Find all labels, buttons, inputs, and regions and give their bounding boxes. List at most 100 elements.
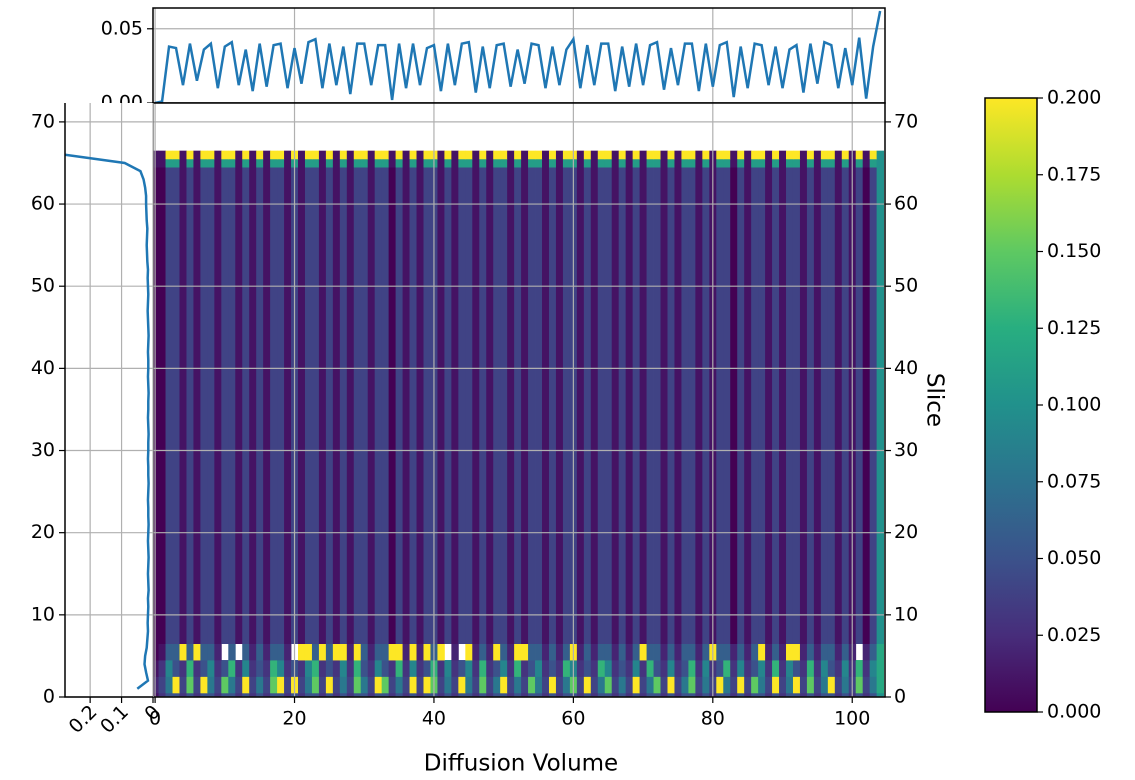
heatmap-cell xyxy=(500,150,508,160)
heatmap-cell xyxy=(786,167,794,644)
main-axes: 0 20 40 60 80 100 0 10 20 30 40 50 60 70 Diffusion Vol… xyxy=(149,102,948,777)
heatmap-cell xyxy=(325,643,334,661)
y2-tick-label: 0 xyxy=(894,686,906,708)
heatmap-cell xyxy=(730,692,738,697)
heatmap-cell xyxy=(876,676,885,694)
heatmap-cell xyxy=(779,660,787,677)
heatmap-cell xyxy=(869,158,878,168)
heatmap-cell xyxy=(228,158,236,168)
heatmap-cell xyxy=(639,676,647,694)
heatmap-cell xyxy=(298,676,306,694)
heatmap-cell xyxy=(367,692,376,697)
heatmap-cell xyxy=(270,692,278,697)
heatmap-cell xyxy=(395,660,403,677)
colorbar-tick-label: 0.075 xyxy=(1047,470,1101,492)
colorbar: 0.000 0.025 0.050 0.075 0.100 0.125 0.150 0.175… xyxy=(984,87,1101,723)
heatmap-cell xyxy=(249,167,257,644)
heatmap-cell xyxy=(458,660,466,677)
heatmap-cell xyxy=(263,676,271,694)
heatmap-cell xyxy=(500,692,508,697)
heatmap-cell xyxy=(304,150,313,160)
heatmap-cell xyxy=(304,167,313,644)
left-line xyxy=(65,153,150,690)
heatmap-cell xyxy=(583,167,592,644)
heatmap-cell xyxy=(779,158,787,168)
heatmap-cell xyxy=(311,150,320,160)
heatmap-cell xyxy=(813,643,822,661)
heatmap-cell xyxy=(270,643,278,661)
heatmap-cell xyxy=(702,167,710,644)
heatmap-cell xyxy=(583,150,592,160)
heatmap-cell xyxy=(451,643,459,661)
heatmap-cell xyxy=(514,692,522,697)
heatmap-cell xyxy=(604,643,613,661)
heatmap-cell xyxy=(535,167,543,644)
heatmap-cell xyxy=(869,167,878,644)
heatmap-cell xyxy=(792,167,801,644)
heatmap-cell xyxy=(841,676,850,694)
heatmap-cell xyxy=(479,158,487,168)
heatmap-cell xyxy=(346,150,355,160)
heatmap-cell xyxy=(792,158,801,168)
left-axes: 0.20.1 0 0 10 20 30 40 50 60 70 xyxy=(31,103,164,738)
y-tick-label: 40 xyxy=(31,357,55,379)
heatmap-cell xyxy=(458,676,466,694)
heatmap-cell xyxy=(193,692,201,697)
heatmap-cell xyxy=(270,150,278,160)
heatmap-cell xyxy=(751,676,759,694)
heatmap-cell xyxy=(667,676,675,694)
heatmap-cell xyxy=(353,660,362,677)
heatmap-cell xyxy=(653,692,661,697)
heatmap-cell xyxy=(660,692,668,697)
heatmap-cell xyxy=(841,643,850,661)
heatmap-cell xyxy=(186,643,194,661)
heatmap-cell xyxy=(318,692,327,697)
heatmap-cell xyxy=(284,643,292,661)
heatmap-cell xyxy=(827,158,836,168)
heatmap-cell xyxy=(806,676,815,694)
heatmap-cell xyxy=(590,660,599,677)
heatmap-cell xyxy=(353,692,362,697)
heatmap-cell xyxy=(493,167,501,644)
heatmap-cell xyxy=(772,643,780,661)
heatmap-cell xyxy=(339,158,348,168)
heatmap-cell xyxy=(409,643,417,661)
heatmap-cell xyxy=(311,660,320,677)
heatmap-cell xyxy=(263,660,271,677)
heatmap-cell xyxy=(660,643,668,661)
heatmap-cell xyxy=(465,660,473,677)
heatmap-cell xyxy=(318,643,327,661)
heatmap-cell xyxy=(437,660,445,677)
heatmap-cell xyxy=(716,692,724,697)
heatmap-cell xyxy=(521,150,529,160)
heatmap-cell xyxy=(542,167,550,644)
heatmap-cell xyxy=(221,676,229,694)
heatmap-cell xyxy=(674,643,682,661)
heatmap-cell xyxy=(723,660,731,677)
heatmap-cell xyxy=(653,643,661,661)
heatmap-cell xyxy=(583,643,592,661)
heatmap-cell xyxy=(862,167,871,644)
heatmap-cell xyxy=(374,660,383,677)
heatmap-cell xyxy=(193,660,201,677)
heatmap-cell xyxy=(193,676,201,694)
heatmap-cell xyxy=(723,643,731,661)
heatmap-cell xyxy=(646,692,654,697)
heatmap-cell xyxy=(716,676,724,694)
heatmap-cell xyxy=(576,167,585,644)
heatmap-cell xyxy=(514,643,522,661)
heatmap-cell xyxy=(632,158,641,168)
heatmap-cell xyxy=(855,660,864,677)
heatmap-cell xyxy=(758,167,766,644)
heatmap-cell xyxy=(158,158,166,168)
heatmap-cell xyxy=(786,692,794,697)
heatmap-cell xyxy=(235,150,243,160)
heatmap-cell xyxy=(346,660,355,677)
heatmap-cell xyxy=(172,167,180,644)
heatmap-cell xyxy=(611,643,620,661)
heatmap-cell xyxy=(562,660,571,677)
heatmap-cell xyxy=(256,167,264,644)
heatmap-cell xyxy=(723,676,731,694)
heatmap-cell xyxy=(186,660,194,677)
heatmap-cell xyxy=(799,167,808,644)
